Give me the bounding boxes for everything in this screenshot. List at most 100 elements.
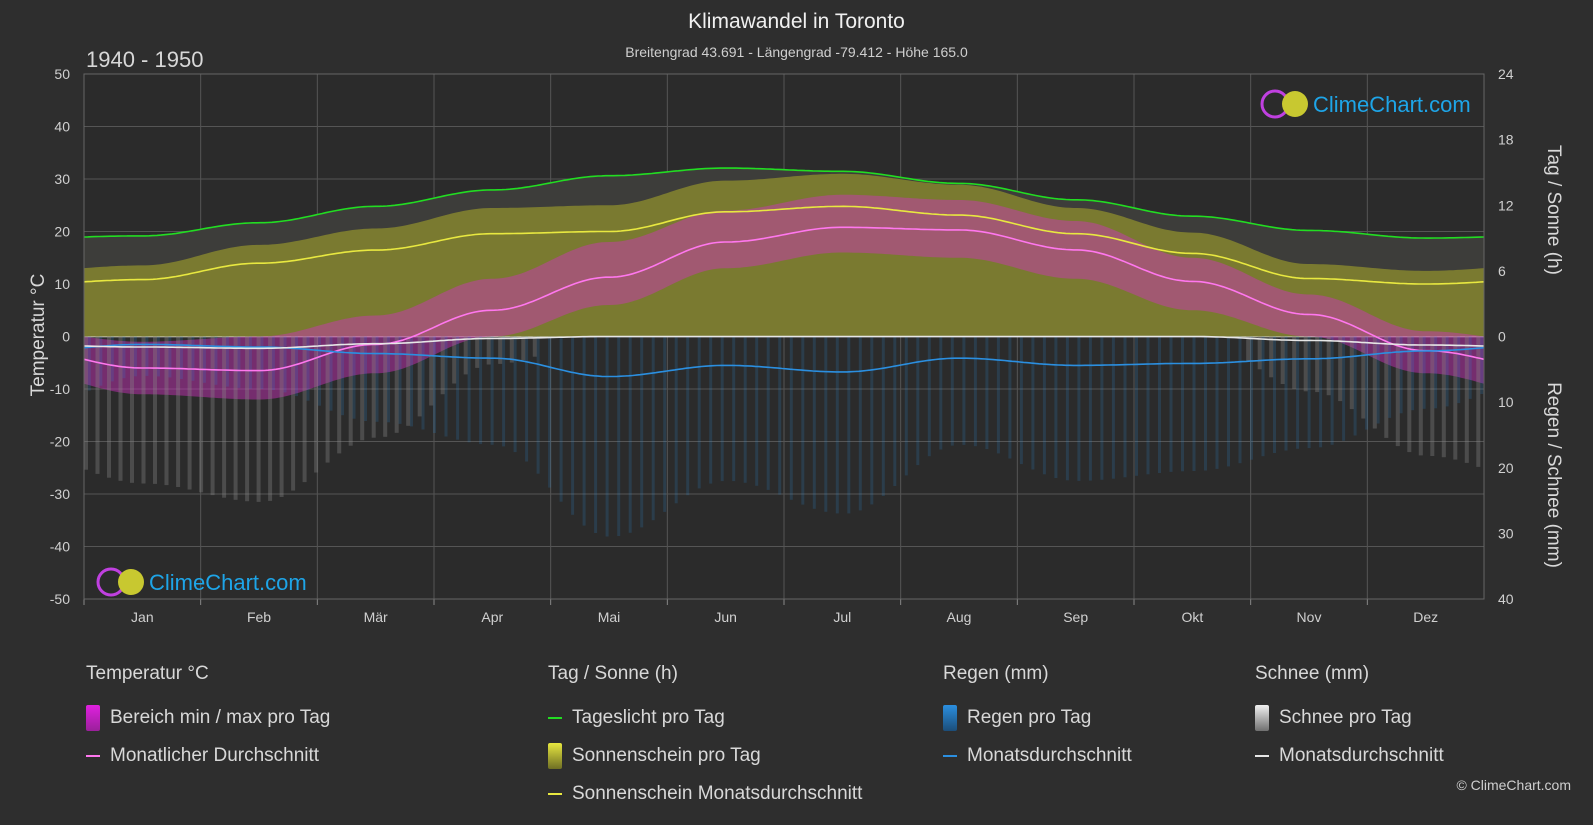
legend-temp-range-label: Bereich min / max pro Tag [110,707,331,728]
rain-bar [283,336,287,393]
rain-bar [1204,336,1207,471]
snow-bar [417,336,422,417]
rain-bar [778,336,782,495]
rain-bar [1042,336,1046,475]
rain-bar [674,336,678,504]
rain-bar [467,336,471,443]
snow-bar [199,336,204,493]
snow-bar [153,336,157,484]
snow-bar [452,336,457,384]
snow-bar [1349,336,1354,410]
rain-bar [812,336,816,509]
rain-bar [950,336,954,446]
rain-bar [1238,336,1242,464]
snow-bar [95,336,100,474]
left-tick-label: 30 [54,171,70,187]
legend-item-sunshine-avg: Sonnenschein Monatsdurchschnitt [548,775,862,813]
right-tick-label-hours: 6 [1498,263,1506,279]
rain-bar [973,336,977,447]
snow-bar [429,336,434,406]
legend-rain: Regen (mm) Regen pro Tag Monatsdurchschn… [943,663,1132,775]
rain-bar [1422,336,1426,409]
snow-bar [130,336,134,483]
rain-bar [110,336,114,382]
rain-bar [1445,336,1449,407]
rain-bar [168,336,172,378]
legend-item-temp-range: Bereich min / max pro Tag [86,699,330,737]
legend-rain-avg-label: Monatsdurchschnitt [967,745,1132,766]
month-label: Okt [1181,609,1203,625]
rain-bar [490,336,494,445]
logo-sun-icon [118,569,144,595]
rain-bar [766,336,770,490]
legend-item-sunshine: Sonnenschein pro Tag [548,737,862,775]
rain-bar [1181,336,1184,472]
snow-bar [1418,336,1423,456]
legend-item-temp-avg: Monatlicher Durchschnitt [86,737,330,775]
rain-bar [295,336,298,397]
legend-temp-avg-label: Monatlicher Durchschnitt [110,745,320,766]
right-axis-top-label: Tag / Sonne (h) [1543,145,1564,275]
rain-bar [318,336,321,406]
rain-bar [364,336,367,421]
rain-bar [1480,336,1484,394]
snow-bar [1246,336,1251,361]
rain-bar [847,336,851,514]
rain-bar [502,336,506,447]
rain-bar [628,336,632,533]
logo-bottom[interactable]: ClimeChart.com [96,567,307,597]
rain-bar [605,336,609,537]
left-tick-label: -40 [50,539,70,555]
rain-bar [1342,336,1346,441]
legend-item-daylight: Tageslicht pro Tag [548,699,862,737]
snow-bar [164,336,169,486]
rain-bar [732,336,736,482]
rain-bar [881,336,885,496]
rain-bar [375,336,379,422]
legend-rain-label: Regen pro Tag [967,707,1092,728]
rain-bar [996,336,1000,454]
snow-bar [348,336,353,446]
right-tick-label-precip: 20 [1498,460,1514,476]
rain-bar [548,336,552,488]
snow-bar [1441,336,1446,458]
temp-avg-line [83,226,1485,372]
sunshine-avg-line [83,205,1485,285]
rain-bar [1077,336,1081,481]
rain-bar [1031,336,1035,470]
rain-bar [582,336,586,526]
legend-item-rain: Regen pro Tag [943,699,1132,737]
rain-bar [801,336,805,505]
rain-bar [1123,336,1127,478]
rain-bar [640,336,644,528]
legend-sunshine-label: Sonnenschein pro Tag [572,745,761,766]
rain-bar [697,336,701,489]
left-tick-label: 0 [62,329,70,345]
rain-bar [1250,336,1253,460]
snow-bar [1361,336,1366,419]
month-label: Jan [131,609,154,625]
rain-bar [1054,336,1058,478]
rain-bar [1146,336,1150,475]
legend-item-snow-avg: Monatsdurchschnitt [1255,737,1444,775]
rain-bar [743,336,747,483]
snow-bar [1464,336,1469,463]
right-tick-label-precip: 10 [1498,394,1514,410]
logo-sun-icon [1282,91,1308,117]
right-tick-label-precip: 30 [1498,525,1514,541]
temp-range-band [84,194,1484,400]
logo-top[interactable]: ClimeChart.com [1260,89,1471,119]
month-label: Sep [1063,609,1088,625]
rain-bar [709,336,713,484]
rain-bar [133,336,137,377]
month-label: Jun [714,609,737,625]
left-tick-label: 40 [54,119,70,135]
rain-bar [870,336,874,505]
series-layer [83,167,1485,537]
snow-swatch [1255,705,1269,731]
legend-temperature-title: Temperatur °C [86,663,209,684]
rain-avg-line [83,343,1485,378]
rain-bar [191,336,195,381]
rain-bar [444,336,448,437]
snow-bar [498,336,503,364]
